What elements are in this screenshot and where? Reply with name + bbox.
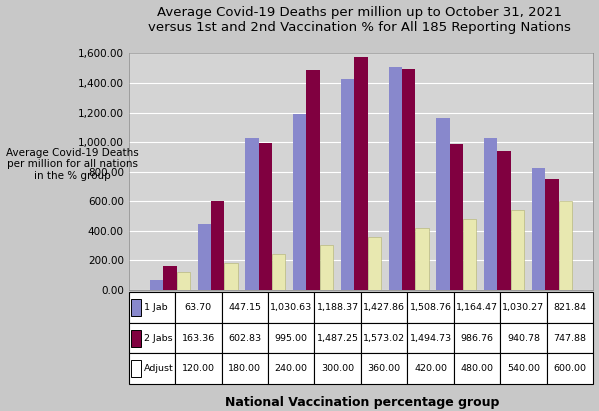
Text: Adjust: Adjust: [144, 365, 173, 373]
Bar: [314, 353, 361, 384]
Text: 821.84: 821.84: [553, 303, 586, 312]
Text: 1,487.25: 1,487.25: [317, 334, 359, 342]
Text: 1,508.76: 1,508.76: [410, 303, 452, 312]
Text: 1,573.02: 1,573.02: [363, 334, 405, 342]
Bar: [272, 254, 286, 290]
Text: 602.83: 602.83: [228, 334, 261, 342]
Bar: [402, 69, 415, 290]
Bar: [511, 210, 524, 290]
Bar: [129, 353, 176, 384]
Bar: [222, 292, 268, 323]
Bar: [415, 228, 429, 290]
Bar: [354, 58, 368, 290]
Text: 447.15: 447.15: [228, 303, 261, 312]
Bar: [500, 353, 547, 384]
Text: 180.00: 180.00: [228, 365, 261, 373]
Bar: [268, 353, 314, 384]
Bar: [546, 292, 593, 323]
Text: 1,427.86: 1,427.86: [363, 303, 405, 312]
Text: National Vaccination percentage group: National Vaccination percentage group: [225, 396, 500, 409]
Text: 420.00: 420.00: [414, 365, 447, 373]
Text: 1,494.73: 1,494.73: [410, 334, 452, 342]
Text: Average Covid-19 Deaths per million up to October 31, 2021
versus 1st and 2nd Va: Average Covid-19 Deaths per million up t…: [148, 6, 571, 34]
Bar: [222, 353, 268, 384]
Bar: [314, 323, 361, 353]
Bar: [389, 67, 402, 290]
Bar: [450, 144, 463, 290]
Bar: [454, 353, 500, 384]
Bar: [545, 179, 558, 290]
Bar: [259, 143, 272, 290]
Bar: [222, 323, 268, 353]
Text: 1,030.63: 1,030.63: [270, 303, 313, 312]
Bar: [546, 353, 593, 384]
Text: 747.88: 747.88: [553, 334, 586, 342]
Bar: [497, 151, 511, 290]
Bar: [407, 323, 454, 353]
Bar: [341, 79, 354, 290]
Text: 986.76: 986.76: [461, 334, 494, 342]
Bar: [484, 138, 497, 290]
Bar: [558, 201, 572, 290]
Bar: [129, 323, 176, 353]
Bar: [436, 118, 450, 290]
Text: 120.00: 120.00: [182, 365, 215, 373]
Text: 360.00: 360.00: [368, 365, 401, 373]
Bar: [131, 299, 141, 316]
Bar: [150, 280, 164, 290]
Bar: [176, 323, 222, 353]
Text: 995.00: 995.00: [275, 334, 308, 342]
Bar: [176, 353, 222, 384]
Bar: [368, 237, 381, 290]
Bar: [407, 353, 454, 384]
Text: Average Covid-19 Deaths
per million for all nations
in the % group: Average Covid-19 Deaths per million for …: [6, 148, 139, 181]
Bar: [500, 292, 547, 323]
Bar: [164, 266, 177, 290]
Text: 540.00: 540.00: [507, 365, 540, 373]
Text: 163.36: 163.36: [181, 334, 215, 342]
Bar: [131, 330, 141, 346]
Bar: [131, 360, 141, 377]
Bar: [361, 323, 407, 353]
Text: 1,188.37: 1,188.37: [317, 303, 359, 312]
Bar: [546, 323, 593, 353]
Bar: [500, 323, 547, 353]
Bar: [177, 272, 190, 290]
Bar: [246, 138, 259, 290]
Text: 600.00: 600.00: [553, 365, 586, 373]
Bar: [454, 292, 500, 323]
Bar: [293, 114, 307, 290]
Bar: [320, 245, 333, 290]
Bar: [361, 353, 407, 384]
Bar: [307, 70, 320, 290]
Text: 63.70: 63.70: [185, 303, 212, 312]
Bar: [454, 323, 500, 353]
Text: 240.00: 240.00: [275, 365, 308, 373]
Text: 1,164.47: 1,164.47: [456, 303, 498, 312]
Bar: [268, 323, 314, 353]
Bar: [314, 292, 361, 323]
Text: 2 Jabs: 2 Jabs: [144, 334, 173, 342]
Bar: [211, 201, 225, 290]
Text: 940.78: 940.78: [507, 334, 540, 342]
Bar: [225, 263, 238, 290]
Bar: [268, 292, 314, 323]
Bar: [407, 292, 454, 323]
Bar: [532, 169, 545, 290]
Text: 1 Jab: 1 Jab: [144, 303, 167, 312]
Text: 300.00: 300.00: [321, 365, 354, 373]
Text: 1,030.27: 1,030.27: [503, 303, 544, 312]
Bar: [129, 292, 176, 323]
Text: 480.00: 480.00: [461, 365, 494, 373]
Bar: [361, 292, 407, 323]
Bar: [176, 292, 222, 323]
Bar: [463, 219, 476, 290]
Bar: [198, 224, 211, 290]
